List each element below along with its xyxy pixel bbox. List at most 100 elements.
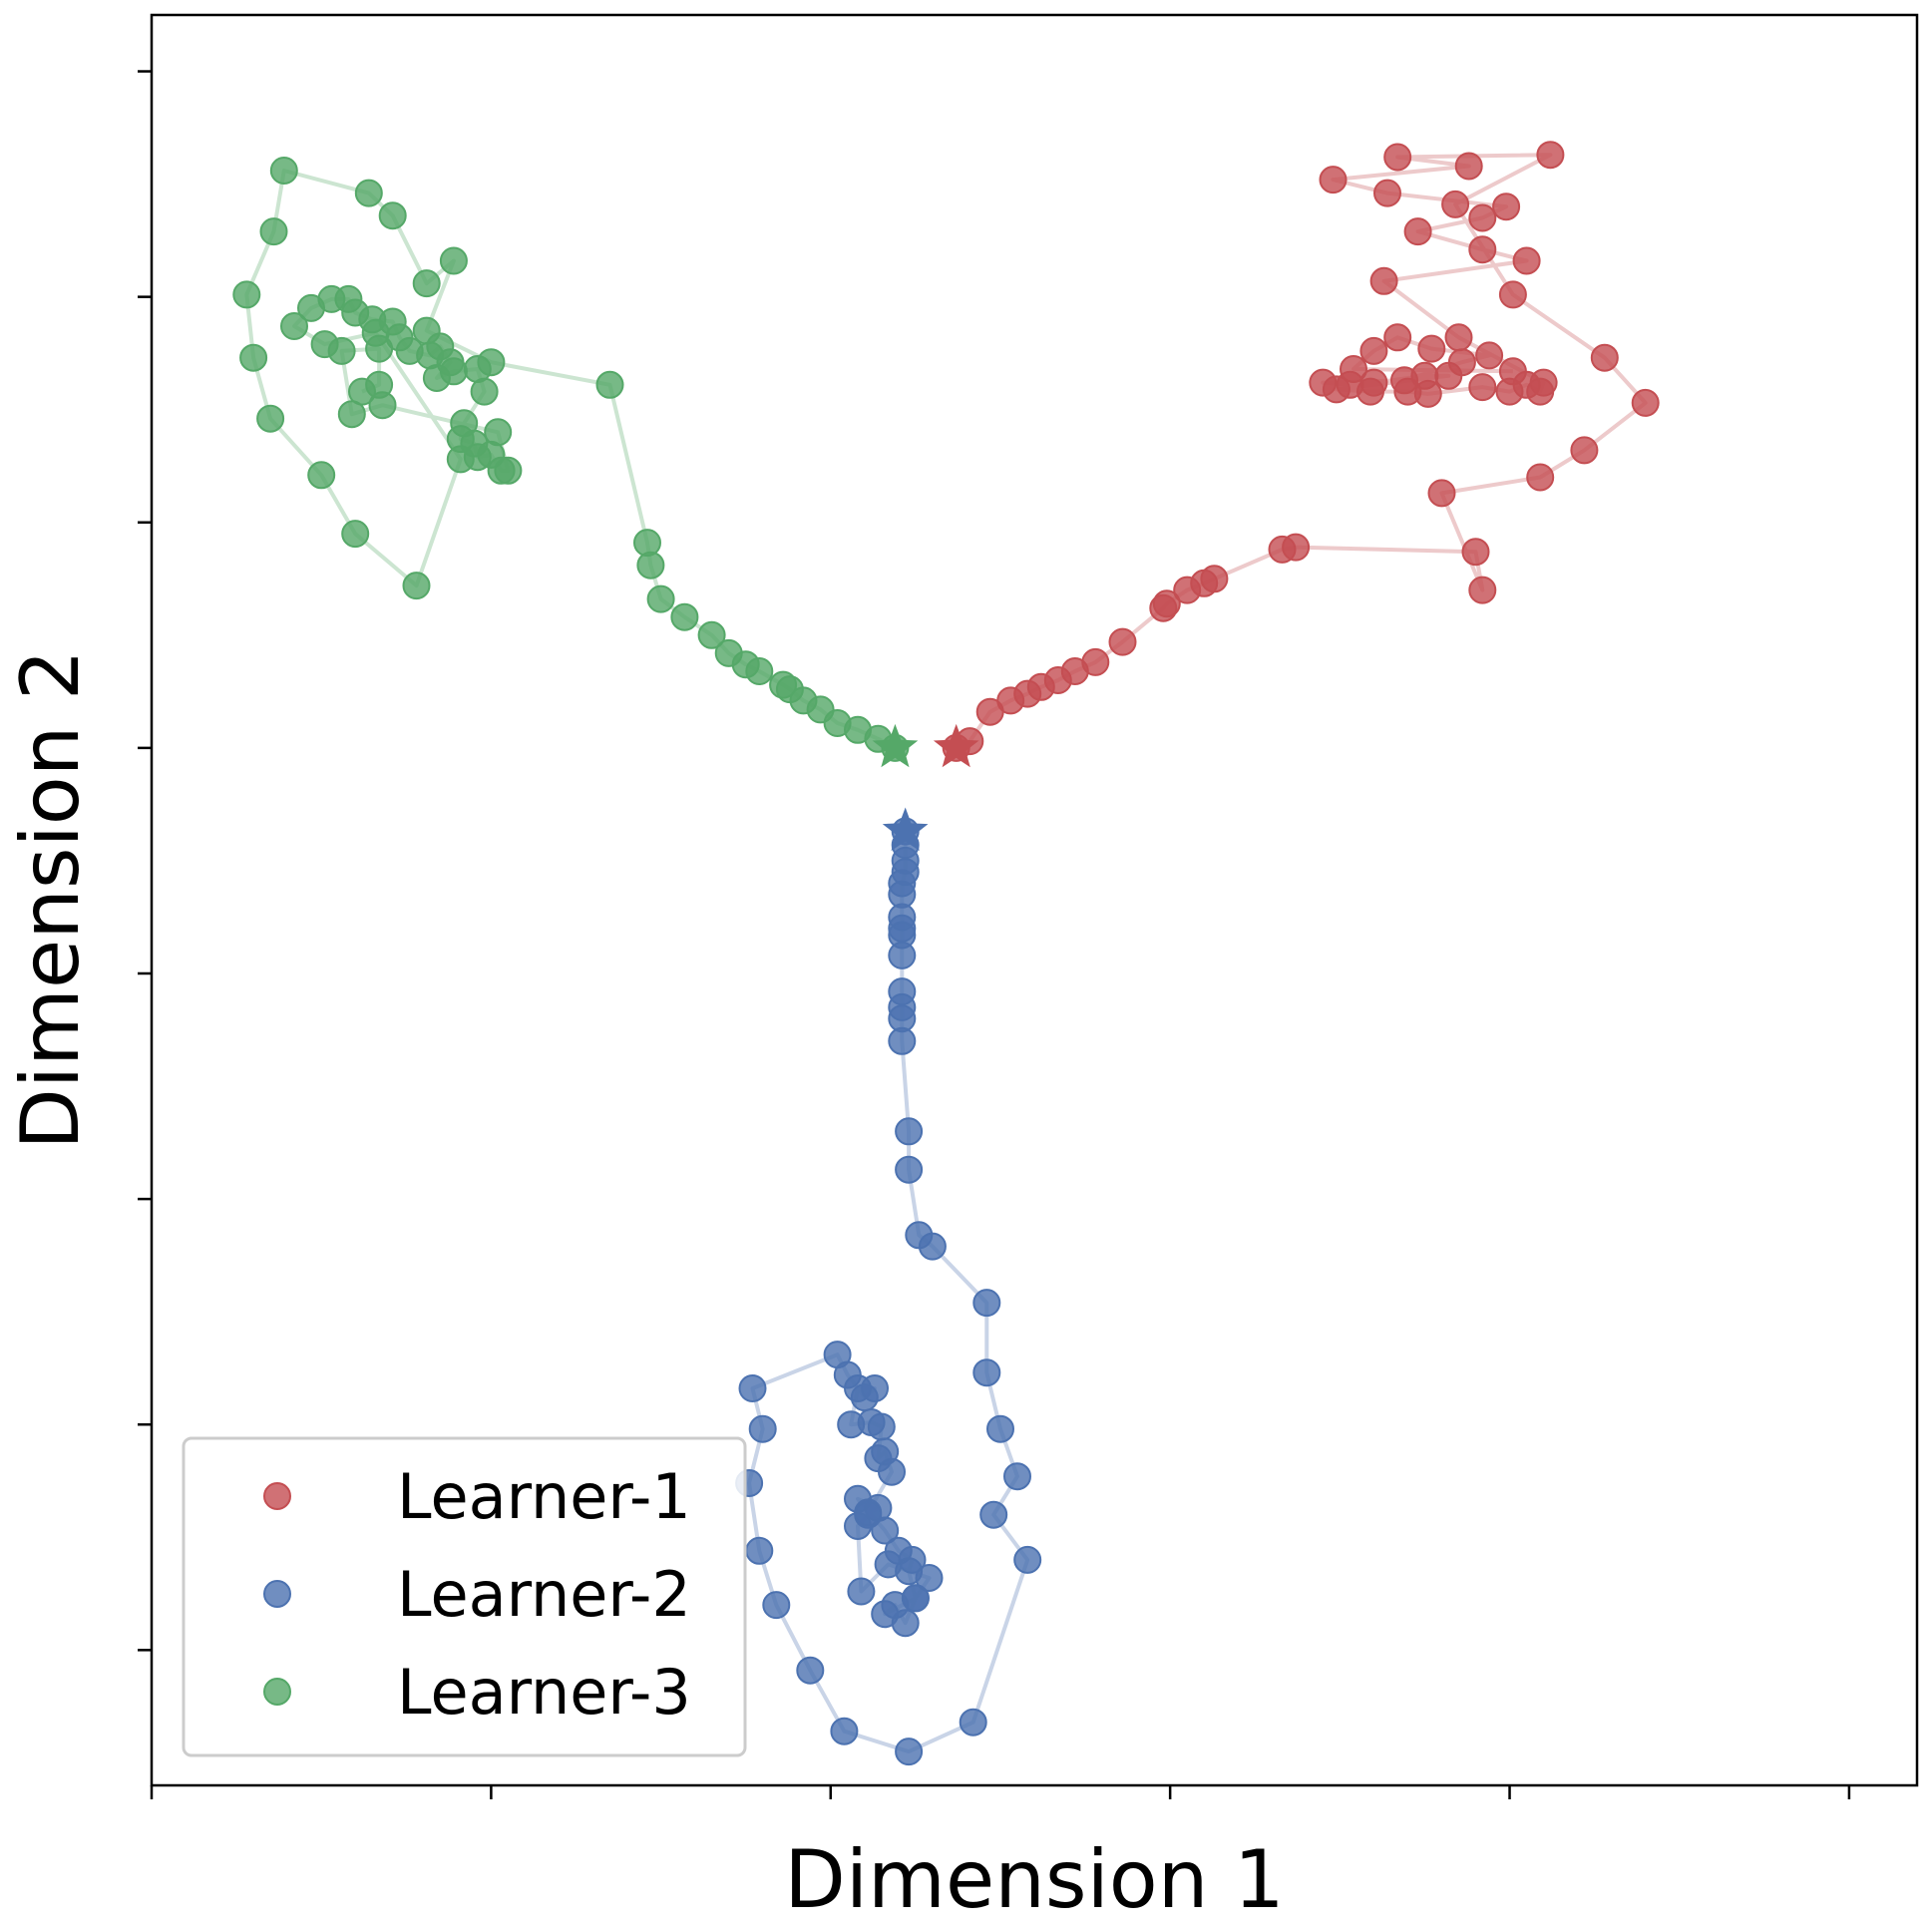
start-star-marker xyxy=(882,807,929,851)
plot-frame xyxy=(150,13,1919,1787)
data-point xyxy=(1590,343,1619,372)
data-points xyxy=(232,141,1660,1766)
legend-marker-2 xyxy=(263,1580,291,1608)
start-star-marker xyxy=(872,723,919,768)
y-axis-label: Dimension 2 xyxy=(4,649,97,1150)
x-axis-label: Dimension 1 xyxy=(784,1833,1285,1926)
data-point xyxy=(354,179,383,207)
data-point xyxy=(748,1414,777,1443)
data-point xyxy=(1359,336,1388,365)
data-point xyxy=(1447,348,1476,377)
data-point xyxy=(232,280,261,309)
start-star-marker xyxy=(933,723,979,768)
data-point xyxy=(1373,179,1401,207)
data-point xyxy=(745,1536,774,1565)
data-point xyxy=(972,1358,1001,1387)
legend: Learner-1 Learner-2 Learner-3 xyxy=(182,1436,747,1757)
data-point xyxy=(1427,479,1456,508)
data-point xyxy=(972,1289,1001,1318)
legend-label-1: Learner-1 xyxy=(397,1460,691,1533)
data-point xyxy=(1390,366,1418,395)
legend-label-3: Learner-3 xyxy=(397,1656,691,1729)
data-point xyxy=(915,1564,944,1592)
data-point xyxy=(1369,266,1398,295)
data-point xyxy=(1475,341,1504,370)
data-point xyxy=(1468,203,1497,232)
data-point xyxy=(348,377,376,406)
data-point xyxy=(484,418,513,447)
data-point xyxy=(1108,627,1137,656)
data-point xyxy=(959,1708,987,1737)
data-point xyxy=(1468,373,1497,402)
data-point xyxy=(1383,323,1412,352)
data-point xyxy=(796,1656,825,1685)
axes xyxy=(138,13,1919,1799)
data-point xyxy=(1309,368,1338,397)
data-point xyxy=(1200,565,1229,593)
data-point xyxy=(1498,280,1527,309)
data-point xyxy=(307,461,336,490)
data-point xyxy=(918,1232,947,1261)
data-point xyxy=(327,336,356,365)
data-point xyxy=(697,620,726,649)
data-point xyxy=(280,312,308,340)
data-point xyxy=(1454,152,1483,181)
data-point xyxy=(895,1155,924,1184)
data-point xyxy=(874,1550,903,1579)
data-point xyxy=(1403,217,1432,246)
data-point xyxy=(1631,388,1660,417)
data-point xyxy=(901,1584,930,1613)
data-point xyxy=(1498,357,1527,386)
data-point xyxy=(1152,589,1181,618)
data-point xyxy=(1013,1545,1042,1574)
data-point xyxy=(714,638,743,667)
data-point xyxy=(1441,190,1470,218)
data-point xyxy=(895,1117,924,1146)
data-point xyxy=(1536,141,1565,170)
data-point xyxy=(1526,463,1555,492)
data-point xyxy=(867,1412,896,1441)
data-point xyxy=(895,1738,924,1766)
data-point xyxy=(871,1600,900,1629)
data-point xyxy=(494,456,523,485)
data-point xyxy=(670,602,699,631)
legend-marker-1 xyxy=(263,1482,291,1510)
data-point xyxy=(738,1374,767,1402)
data-point xyxy=(769,670,798,699)
legend-label-2: Learner-2 xyxy=(397,1558,691,1631)
data-point xyxy=(239,343,268,372)
data-point xyxy=(1570,436,1599,465)
data-point xyxy=(1003,1462,1031,1491)
data-point xyxy=(888,1026,917,1055)
data-point xyxy=(1461,538,1490,567)
series-points-2 xyxy=(735,807,1042,1766)
data-point xyxy=(402,572,431,600)
data-point xyxy=(854,1500,883,1529)
data-point xyxy=(439,246,468,275)
data-point xyxy=(847,1577,876,1606)
data-point xyxy=(646,584,675,613)
data-point xyxy=(1282,533,1311,562)
legend-marker-3 xyxy=(263,1678,291,1706)
data-point xyxy=(762,1591,791,1620)
data-point xyxy=(979,1500,1008,1529)
data-point xyxy=(1081,647,1110,676)
data-point xyxy=(871,1516,900,1545)
data-point xyxy=(269,157,298,185)
data-point xyxy=(1492,193,1521,221)
data-point xyxy=(888,941,917,969)
data-point xyxy=(256,404,285,433)
series-points-1 xyxy=(933,141,1660,768)
data-point xyxy=(830,1717,859,1745)
data-point xyxy=(1340,355,1367,383)
data-point xyxy=(844,1374,872,1402)
data-point xyxy=(259,217,288,246)
legend-box xyxy=(182,1436,747,1757)
data-point xyxy=(878,1457,906,1486)
data-point xyxy=(365,334,394,363)
data-point xyxy=(595,370,624,399)
data-point xyxy=(378,201,407,230)
data-point xyxy=(470,377,499,406)
series-points-3 xyxy=(232,157,919,768)
